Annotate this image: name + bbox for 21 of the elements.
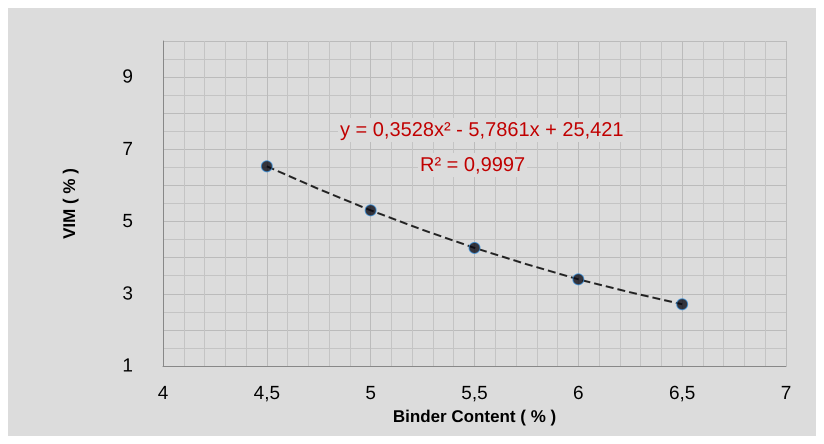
point bbox=[676, 298, 688, 310]
y-tick-label: 1 bbox=[122, 356, 133, 376]
point bbox=[364, 204, 377, 216]
x-tick-label: 4,5 bbox=[254, 383, 280, 404]
x-tick-label: 7 bbox=[780, 383, 792, 404]
annotation: y = 0,3528x² - 5,7861x + 25,421 bbox=[340, 119, 624, 141]
x-tick-label: 6,5 bbox=[668, 383, 696, 404]
y-tick-label: 3 bbox=[122, 283, 133, 304]
y-tick-label: 7 bbox=[122, 138, 133, 160]
x-tick-label: 6 bbox=[573, 383, 584, 404]
x-tick-label: 5,5 bbox=[461, 383, 488, 404]
y-axis-title: VIM ( % ) bbox=[60, 168, 79, 239]
point bbox=[260, 160, 273, 172]
x-tick-label: 5 bbox=[365, 383, 376, 404]
y-tick-label: 9 bbox=[122, 66, 133, 88]
y-tick-label: 5 bbox=[122, 211, 133, 232]
x-axis-title: Binder Content ( % ) bbox=[392, 406, 556, 426]
point bbox=[468, 242, 480, 254]
x-tick-label: 4 bbox=[158, 383, 169, 404]
annotation: R² = 0,9997 bbox=[420, 154, 526, 176]
point bbox=[572, 273, 584, 286]
